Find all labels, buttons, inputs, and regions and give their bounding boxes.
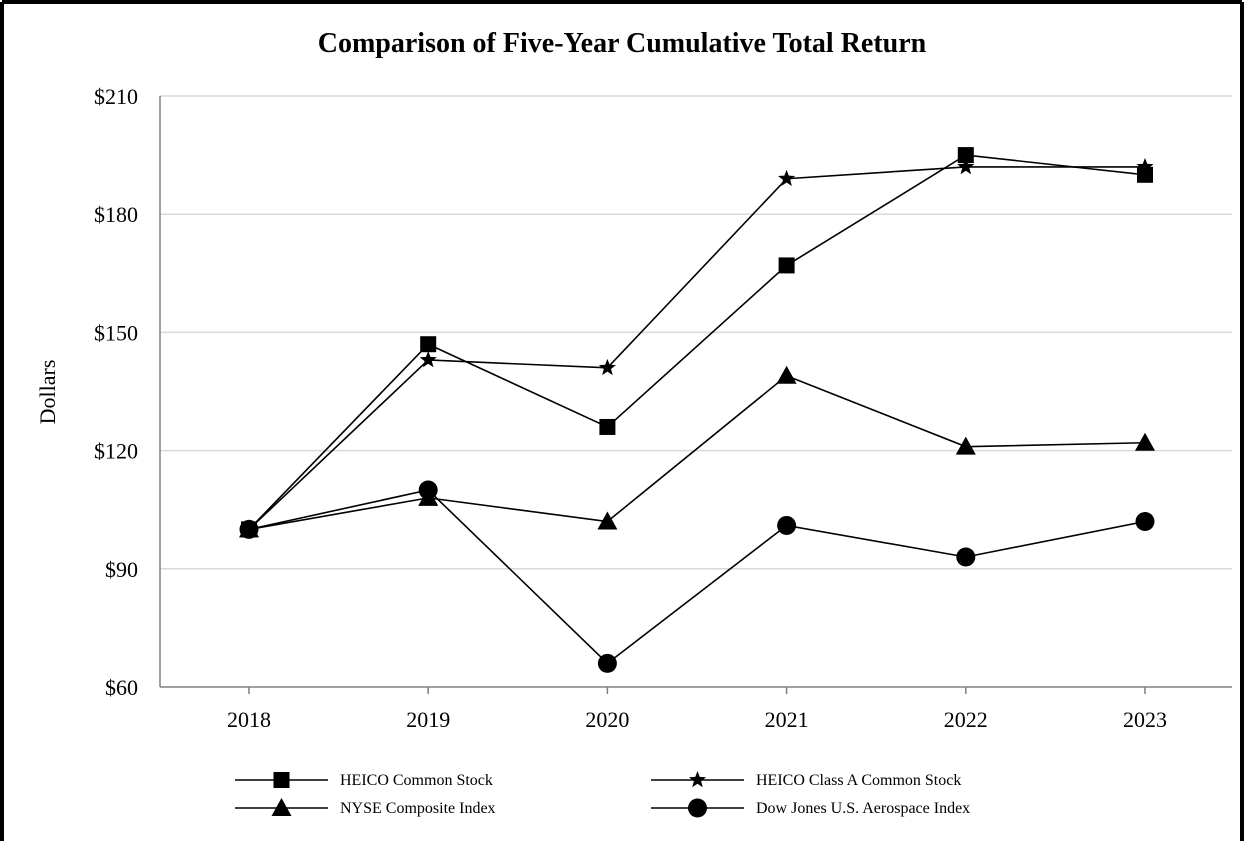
data-point-circle — [597, 653, 617, 673]
legend-marker-square — [273, 772, 290, 788]
y-tick-label: $60 — [105, 675, 138, 700]
data-point-circle — [239, 519, 259, 539]
legend-item: NYSE Composite Index — [235, 798, 496, 817]
legend-marker-triangle — [271, 798, 292, 816]
data-point-circle — [418, 480, 438, 500]
data-point-star — [419, 350, 437, 368]
data-point-triangle — [955, 436, 976, 455]
legend-label: NYSE Composite Index — [340, 800, 496, 817]
x-tick-label: 2018 — [227, 707, 271, 732]
data-point-square — [599, 418, 616, 435]
data-point-triangle — [597, 511, 618, 530]
legend-label: HEICO Common Stock — [340, 772, 493, 789]
y-tick-labels: $60 $90 $120 $150 $180 $210 — [94, 84, 138, 700]
series-circle — [239, 480, 1155, 673]
y-tick-label: $150 — [94, 320, 138, 345]
legend: HEICO Common Stock HEICO Class A Common S… — [235, 771, 970, 818]
data-point-circle — [777, 515, 797, 535]
legend-item: HEICO Class A Common Stock — [651, 771, 961, 789]
legend-marker-star — [688, 771, 707, 788]
gridlines — [160, 95, 1232, 570]
data-point-circle — [1135, 512, 1155, 532]
x-tick-label: 2019 — [406, 707, 450, 732]
y-tick-label: $180 — [94, 202, 138, 227]
series-triangle — [239, 365, 1155, 538]
y-axis-label: Dollars — [35, 360, 60, 425]
y-tick-label: $90 — [105, 557, 138, 582]
data-point-star — [1136, 157, 1154, 175]
series-line — [248, 154, 1146, 530]
data-point-square — [957, 147, 974, 164]
legend-item: HEICO Common Stock — [235, 772, 493, 789]
legend-marker-circle — [688, 798, 707, 818]
data-point-star — [957, 157, 975, 175]
axes — [159, 96, 1232, 694]
x-tick-label: 2023 — [1123, 707, 1167, 732]
series-square — [241, 147, 1153, 538]
data-point-square — [420, 336, 437, 353]
series-line — [248, 489, 1146, 665]
series-lines — [239, 147, 1155, 673]
x-tick-label: 2020 — [585, 707, 629, 732]
series-line — [248, 374, 1146, 531]
data-point-triangle — [1135, 432, 1155, 451]
legend-item: Dow Jones U.S. Aerospace Index — [651, 798, 970, 818]
y-tick-label: $210 — [94, 84, 138, 109]
legend-label: HEICO Class A Common Stock — [756, 772, 961, 789]
series-line — [248, 166, 1145, 530]
x-tick-labels: 2018 2019 2020 2021 2022 2023 — [227, 707, 1167, 732]
data-point-triangle — [776, 365, 797, 384]
y-tick-label: $120 — [94, 439, 138, 464]
x-tick-label: 2021 — [765, 707, 809, 732]
x-tick-label: 2022 — [944, 707, 988, 732]
data-point-star — [778, 169, 796, 187]
legend-label: Dow Jones U.S. Aerospace Index — [756, 800, 970, 817]
data-point-star — [598, 358, 616, 376]
chart-title: Comparison of Five-Year Cumulative Total… — [318, 28, 927, 59]
data-point-square — [778, 257, 795, 274]
data-point-circle — [956, 547, 976, 567]
